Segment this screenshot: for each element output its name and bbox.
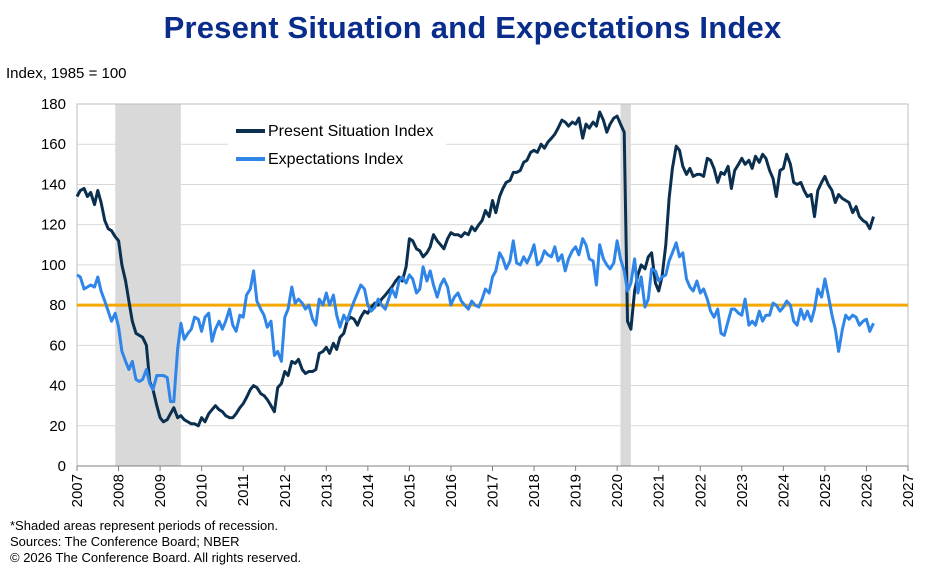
footnotes: *Shaded areas represent periods of reces… bbox=[10, 518, 301, 566]
footnote-recession: *Shaded areas represent periods of reces… bbox=[10, 518, 279, 533]
x-tick-label: 2014 bbox=[360, 474, 377, 507]
y-axis-label: Index, 1985 = 100 bbox=[6, 65, 127, 82]
y-tick-label: 180 bbox=[41, 96, 66, 113]
chart-title: Present Situation and Expectations Index bbox=[163, 10, 782, 45]
x-tick-label: 2016 bbox=[443, 474, 460, 507]
x-tick-label: 2017 bbox=[485, 474, 502, 507]
y-tick-label: 0 bbox=[58, 458, 66, 475]
x-tick-label: 2011 bbox=[235, 474, 252, 506]
y-tick-label: 120 bbox=[41, 217, 66, 234]
x-tick-label: 2012 bbox=[277, 474, 294, 507]
y-tick-label: 20 bbox=[49, 418, 66, 435]
x-tick-label: 2022 bbox=[692, 474, 709, 507]
y-tick-label: 140 bbox=[41, 176, 66, 193]
x-tick-label: 2026 bbox=[858, 474, 875, 507]
footnote-sources: Sources: The Conference Board; NBER bbox=[10, 534, 240, 549]
legend-box bbox=[228, 117, 446, 179]
y-tick-label: 80 bbox=[49, 297, 66, 314]
y-tick-label: 60 bbox=[49, 337, 66, 354]
expectations-line bbox=[76, 237, 875, 404]
x-tick-label: 2019 bbox=[568, 474, 585, 507]
y-tick-label: 40 bbox=[49, 378, 66, 395]
x-tick-label: 2015 bbox=[401, 474, 418, 507]
x-tick-label: 2023 bbox=[734, 474, 751, 507]
x-tick-label: 2008 bbox=[111, 474, 128, 507]
legend-label: Present Situation Index bbox=[268, 123, 433, 140]
plot-frame bbox=[76, 103, 909, 467]
x-tick-label: 2018 bbox=[526, 474, 543, 507]
x-tick-label: 2010 bbox=[194, 474, 211, 507]
x-tick-label: 2021 bbox=[651, 474, 668, 507]
grid-lines bbox=[77, 143, 908, 427]
x-axis: 2007 2008 2009 2010 2011 2012 2013 2014 2015 2016… bbox=[69, 465, 917, 507]
x-tick-label: 2013 bbox=[318, 474, 335, 507]
x-tick-label: 2007 bbox=[69, 474, 86, 507]
legend: Present Situation Index Expectations Inde… bbox=[228, 117, 446, 179]
x-tick-label: 2027 bbox=[900, 474, 917, 507]
x-tick-label: 2024 bbox=[775, 474, 792, 507]
y-axis: 0 20 40 60 80 100 120 140 160 180 bbox=[41, 96, 66, 475]
series-lines bbox=[75, 110, 875, 428]
x-tick-label: 2025 bbox=[817, 474, 834, 507]
legend-label: Expectations Index bbox=[268, 151, 403, 168]
present-situation-line bbox=[75, 110, 875, 428]
y-tick-label: 160 bbox=[41, 136, 66, 153]
y-tick-label: 100 bbox=[41, 257, 66, 274]
x-tick-label: 2020 bbox=[609, 474, 626, 507]
x-tick-label: 2009 bbox=[152, 474, 169, 507]
footnote-copyright: © 2026 The Conference Board. All rights … bbox=[10, 550, 302, 565]
